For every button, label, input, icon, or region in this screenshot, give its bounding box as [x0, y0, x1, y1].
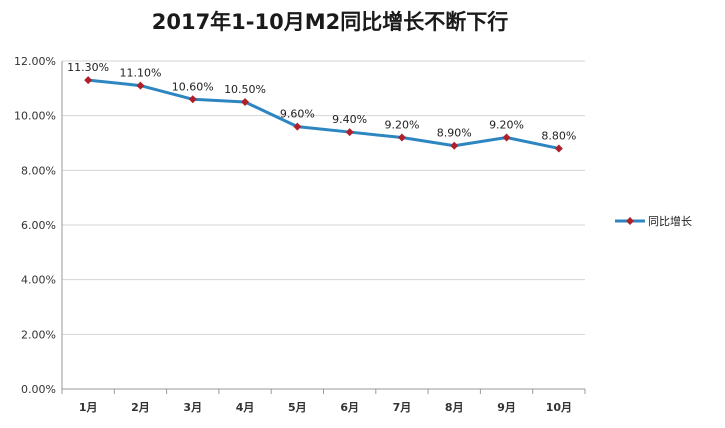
y-tick-label: 8.00%: [21, 164, 56, 177]
data-label: 11.10%: [119, 67, 161, 80]
y-tick-label: 2.00%: [21, 328, 56, 341]
data-label: 8.80%: [541, 129, 576, 142]
x-tick-label: 9月: [497, 401, 516, 414]
x-tick-label: 6月: [340, 401, 359, 414]
chart-title: 2017年1-10月M2同比增长不断下行: [152, 10, 509, 34]
data-point-marker: [397, 133, 406, 142]
x-tick-label: 4月: [236, 401, 255, 414]
x-tick-label: 8月: [445, 401, 464, 414]
data-label: 11.30%: [67, 61, 109, 74]
data-point-marker: [241, 98, 250, 106]
y-tick-label: 12.00%: [14, 55, 56, 68]
series-line: [84, 76, 563, 153]
data-point-marker: [136, 81, 145, 90]
y-tick-label: 0.00%: [21, 383, 56, 396]
data-point-marker: [345, 128, 354, 137]
y-tick-label: 4.00%: [21, 274, 56, 287]
data-label: 9.60%: [280, 108, 315, 121]
x-axis: 1月 2月 3月 4月 5月 6月 7月 8月 9月 10月: [61, 388, 586, 414]
x-tick-label: 1月: [79, 401, 98, 414]
data-point-marker: [293, 122, 302, 131]
data-point-marker: [84, 76, 93, 85]
series-polyline: [87, 78, 560, 150]
data-label: 9.20%: [384, 119, 419, 132]
data-point-marker: [502, 133, 511, 142]
y-axis: 0.00% 2.00% 4.00% 6.00% 8.00% 10.00% 12.00%: [14, 55, 63, 396]
data-point-marker: [554, 144, 563, 153]
y-tick-label: 6.00%: [21, 219, 56, 232]
legend: 同比增长: [615, 214, 692, 228]
x-tick-label: 2月: [131, 401, 150, 414]
x-tick-label: 3月: [183, 401, 202, 414]
legend-marker-swatch: [626, 217, 634, 225]
data-label: 9.40%: [332, 113, 367, 126]
data-label: 9.20%: [489, 119, 524, 132]
gridlines: [62, 60, 585, 335]
data-label: 8.90%: [437, 127, 472, 140]
data-point-marker: [450, 141, 459, 150]
legend-entry: 同比增长: [648, 214, 692, 228]
data-labels: 11.30% 11.10% 10.60% 10.50% 9.60% 9.40% 9.20% 8…: [67, 61, 576, 142]
data-label: 10.50%: [224, 83, 266, 96]
y-tick-label: 10.00%: [14, 110, 56, 123]
data-label: 10.60%: [172, 80, 214, 93]
x-tick-label: 7月: [393, 401, 412, 414]
x-tick-label: 10月: [546, 401, 572, 414]
x-tick-label: 5月: [288, 401, 307, 414]
data-point-marker: [188, 95, 197, 104]
